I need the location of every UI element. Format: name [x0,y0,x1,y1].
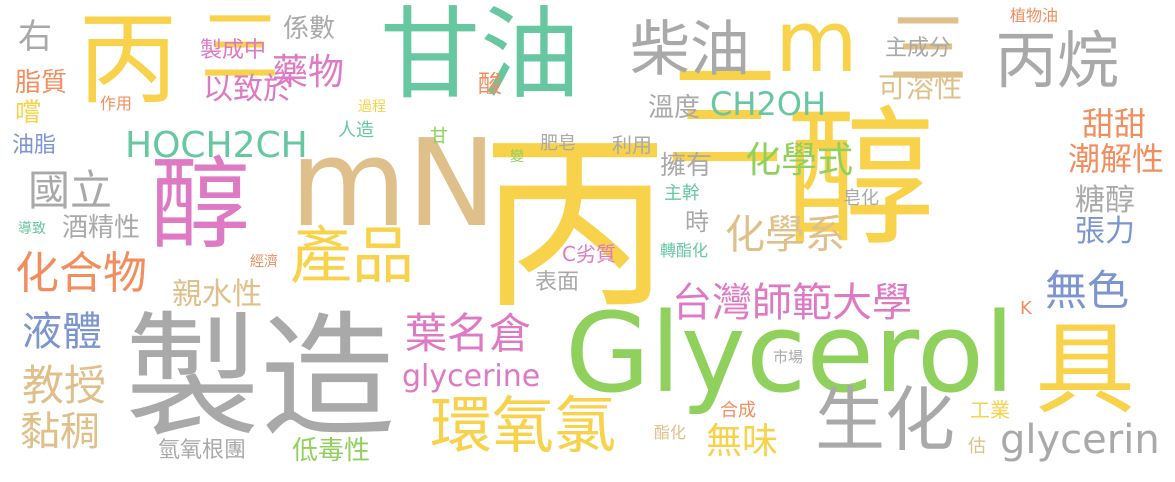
word-shenghua: 生化 [815,379,955,461]
word-youzhi: 油脂 [12,133,57,158]
word-huanyanglu: 環氧氯 [430,389,617,462]
word-m-top: m [775,0,858,92]
word-chaojiexing: 潮解性 [1068,140,1165,178]
word-zhuanzhihua: 轉酯化 [660,241,709,260]
word-bian: 變 [510,149,524,165]
word-c-liezhi: C劣質 [562,242,616,266]
word-jingji: 經濟 [250,254,278,270]
word-biaomian: 表面 [535,270,580,295]
word-zhugan: 主幹 [664,183,700,204]
word-chang: 嚐 [15,98,42,128]
word-gan: 甘 [430,126,448,147]
word-nianchou: 黏稠 [20,409,100,455]
word-chun-large: 醇 [785,93,936,267]
word-diduxing: 低毒性 [292,436,371,466]
word-tangchun: 糖醇 [1075,183,1135,218]
word-taiwan-shida: 台灣師範大學 [672,280,912,326]
word-bingwan: 丙烷 [995,24,1120,97]
word-k: K [1020,298,1032,319]
word-hecheng: 合成 [720,400,756,421]
word-qinshuixing: 親水性 [172,277,262,312]
word-bing-large: 丙 [480,114,671,335]
word-hoch2ch: HOCH2CH [125,125,308,166]
word-yimingcang: 葉名倉 [405,309,532,358]
word-chun-left: 醇 [150,146,250,263]
word-glycerin: glycerin [1000,417,1160,463]
word-zhuchengfen: 主成分 [885,36,952,61]
word-jiaoshou: 教授 [22,361,107,410]
word-zaohua: 皂化 [843,188,879,209]
word-tiantian: 甜甜 [1082,105,1147,143]
word-wuse: 無色 [1045,266,1130,315]
word-guoli: 國立 [28,166,113,215]
word-daozhi: 導致 [18,221,46,237]
word-glycerol: Glycerol [565,289,1015,417]
word-qingyanggentuan: 氫氧根團 [158,438,247,463]
word-san-topright: 三 [888,3,968,96]
word-xishu: 係數 [283,14,336,44]
word-gongye: 工業 [970,398,1010,422]
word-chaiyou: 柴油 [630,15,750,85]
word-glycerine: glycerine [402,359,541,394]
word-huaxuexi: 化學系 [725,212,845,258]
word-chanpin: 產品 [290,219,415,292]
word-wendu: 溫度 [648,93,701,123]
word-ganyou: 甘油 [380,0,580,113]
word-huaxueshi: 化學式 [745,140,854,181]
word-mN: mN [290,115,497,254]
word-zhihua: 酯化 [654,423,687,442]
word-guocheng: 過程 [358,99,386,115]
word-shichang: 市場 [773,348,804,366]
word-you: 右 [18,17,52,57]
word-feizao: 肥皂 [540,133,576,154]
word-san-large: 三 [665,50,785,189]
word-zhiwuyou: 植物油 [1010,6,1059,25]
word-zhizhi: 脂質 [15,68,68,98]
word-ju: 具 [1035,311,1135,428]
word-ch2oh: CH2OH [710,85,827,123]
word-suan: 酸 [478,70,502,98]
word-yaowu: 藥物 [272,52,345,93]
word-huahewu: 化合物 [15,248,147,299]
word-san-topleft: 三 [200,1,280,94]
word-yizhiyu: 以致於 [203,72,293,107]
word-liyong: 利用 [612,133,652,157]
word-shi: 時 [685,208,709,236]
word-zhizao: 製造 [125,299,395,456]
word-gu: 估 [968,436,986,457]
word-wuwei: 無味 [706,421,779,462]
word-yeti: 液體 [22,309,102,355]
word-zhichengzhong: 製成中 [200,38,267,63]
word-bing-topleft: 丙 [78,1,178,118]
word-jiujingxing: 酒精性 [62,213,141,243]
word-keronxing: 可溶性 [878,71,963,104]
word-rengzao: 人造 [338,120,374,141]
word-yongyou: 擁有 [660,151,713,181]
word-zhangli: 張力 [1075,214,1135,249]
word-zuoyong: 作用 [100,94,133,113]
